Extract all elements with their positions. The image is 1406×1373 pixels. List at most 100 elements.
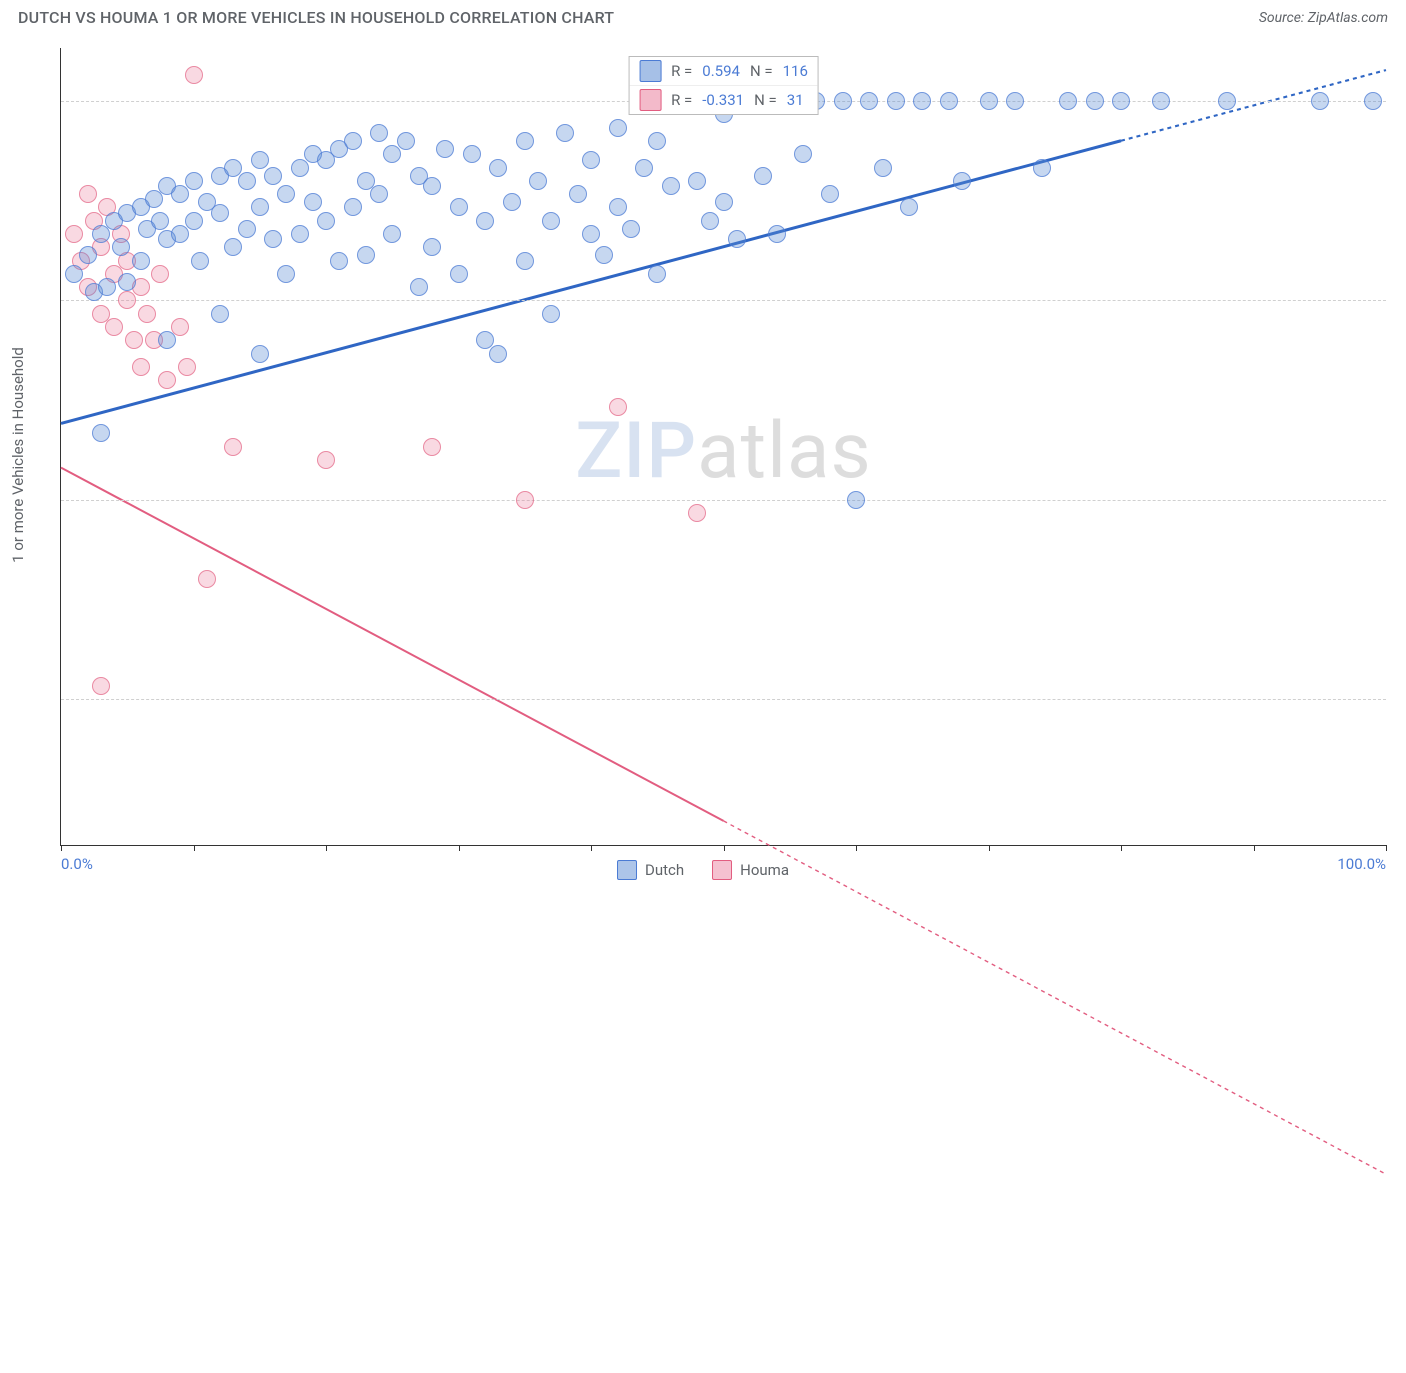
dutch-marker <box>191 252 209 270</box>
dutch-marker <box>476 212 494 230</box>
dutch-marker <box>1033 159 1051 177</box>
dutch-marker <box>635 159 653 177</box>
dutch-marker <box>211 305 229 323</box>
dutch-marker <box>291 159 309 177</box>
dutch-marker <box>516 252 534 270</box>
houma-marker <box>224 438 242 456</box>
houma-marker <box>178 358 196 376</box>
legend-label: Houma <box>740 861 789 879</box>
dutch-marker <box>1086 92 1104 110</box>
x-tick <box>459 845 460 851</box>
dutch-marker <box>1218 92 1236 110</box>
legend-label: Dutch <box>645 861 684 879</box>
dutch-marker <box>900 198 918 216</box>
dutch-marker <box>1112 92 1130 110</box>
houma-marker <box>79 185 97 203</box>
houma-marker <box>132 358 150 376</box>
dutch-marker <box>648 265 666 283</box>
dutch-marker <box>913 92 931 110</box>
dutch-marker <box>357 246 375 264</box>
dutch-marker <box>238 172 256 190</box>
dutch-marker <box>410 278 428 296</box>
x-tick <box>326 845 327 851</box>
dutch-marker <box>542 212 560 230</box>
legend-swatch-icon <box>712 860 732 880</box>
dutch-marker <box>1364 92 1382 110</box>
dutch-marker <box>834 92 852 110</box>
houma-marker <box>317 451 335 469</box>
dutch-marker <box>463 145 481 163</box>
dutch-marker <box>1006 92 1024 110</box>
dutch-marker <box>860 92 878 110</box>
dutch-marker <box>556 124 574 142</box>
dutch-marker <box>344 198 362 216</box>
source-attribution: Source: ZipAtlas.com <box>1259 10 1388 26</box>
y-tick-label: 77.5% <box>1394 690 1406 708</box>
dutch-marker <box>92 424 110 442</box>
dutch-marker <box>622 220 640 238</box>
dutch-marker <box>503 193 521 211</box>
dutch-marker <box>264 167 282 185</box>
dutch-marker <box>65 265 83 283</box>
dutch-marker <box>251 198 269 216</box>
dutch-marker <box>383 225 401 243</box>
stats-row-dutch: R = 0.594 N = 116 <box>629 57 818 85</box>
houma-marker <box>185 66 203 84</box>
dutch-marker <box>582 151 600 169</box>
legend-item-dutch: Dutch <box>617 860 684 880</box>
dutch-marker <box>238 220 256 238</box>
x-tick <box>1386 845 1387 851</box>
dutch-marker <box>569 185 587 203</box>
dutch-marker <box>277 185 295 203</box>
houma-marker <box>198 570 216 588</box>
dutch-marker <box>953 172 971 190</box>
x-tick-label: 100.0% <box>1337 855 1386 873</box>
dutch-marker <box>516 132 534 150</box>
x-tick <box>724 845 725 851</box>
dutch-marker <box>582 225 600 243</box>
dutch-marker <box>251 151 269 169</box>
y-tick-label: 92.5% <box>1394 291 1406 309</box>
houma-marker <box>92 677 110 695</box>
dutch-marker <box>304 193 322 211</box>
dutch-marker <box>436 140 454 158</box>
dutch-marker <box>847 491 865 509</box>
dutch-marker <box>145 190 163 208</box>
dutch-marker <box>112 238 130 256</box>
chart-title: DUTCH VS HOUMA 1 OR MORE VEHICLES IN HOU… <box>18 8 614 27</box>
dutch-marker <box>489 345 507 363</box>
dutch-marker <box>423 177 441 195</box>
dutch-marker <box>344 132 362 150</box>
dutch-marker <box>887 92 905 110</box>
dutch-marker <box>715 193 733 211</box>
dutch-marker <box>224 238 242 256</box>
legend-item-houma: Houma <box>712 860 789 880</box>
houma-marker <box>158 371 176 389</box>
houma-marker <box>138 305 156 323</box>
dutch-marker <box>92 225 110 243</box>
gridline <box>61 500 1386 501</box>
houma-marker <box>125 331 143 349</box>
stats-row-houma: R = -0.331 N = 31 <box>629 85 818 114</box>
dutch-marker <box>542 305 560 323</box>
houma-marker <box>688 504 706 522</box>
dutch-marker <box>688 172 706 190</box>
dutch-marker <box>489 159 507 177</box>
x-tick <box>194 845 195 851</box>
dutch-marker <box>609 119 627 137</box>
dutch-marker <box>609 198 627 216</box>
trend-lines <box>61 48 1386 1373</box>
x-tick <box>591 845 592 851</box>
dutch-marker <box>171 185 189 203</box>
dutch-marker <box>728 230 746 248</box>
y-axis-label: 1 or more Vehicles in Household <box>9 347 27 563</box>
x-tick <box>856 845 857 851</box>
houma-marker <box>609 398 627 416</box>
dutch-marker <box>1311 92 1329 110</box>
dutch-marker <box>450 265 468 283</box>
dutch-marker <box>264 230 282 248</box>
dutch-marker <box>98 278 116 296</box>
dutch-marker <box>171 225 189 243</box>
dutch-marker <box>794 145 812 163</box>
dutch-marker <box>874 159 892 177</box>
